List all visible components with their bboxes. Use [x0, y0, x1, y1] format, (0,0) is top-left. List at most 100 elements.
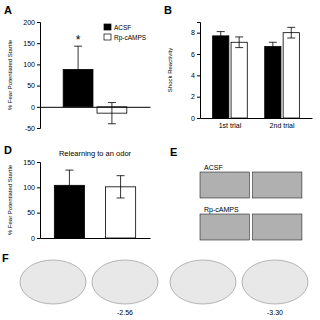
y-tick-label: 150: [23, 159, 35, 166]
error-bar: [108, 103, 116, 124]
y-axis-title: % Fear Potentiated Startle: [7, 39, 13, 110]
y-tick: 150: [23, 159, 40, 166]
y-tick-mark: [37, 22, 40, 23]
image-placeholder: [200, 214, 249, 240]
y-tick-mark: [197, 54, 200, 55]
y-tick-mark: [37, 86, 40, 87]
bar: [265, 47, 281, 118]
y-tick: 50: [27, 209, 40, 216]
annotation: *: [76, 33, 81, 47]
panel-label: D: [4, 144, 12, 156]
x-axis: [41, 107, 151, 108]
legend-item: ACSF: [104, 24, 131, 31]
y-tick-mark: [197, 118, 200, 119]
y-axis-line: [37, 23, 41, 129]
image-placeholder: [200, 172, 249, 198]
y-tick-label: 0: [31, 104, 35, 111]
y-tick-label: 100: [23, 184, 35, 191]
y-tick: 8: [191, 29, 200, 36]
y-tick-label: 200: [23, 19, 35, 26]
brain-section: [92, 260, 158, 304]
brain-section: [170, 260, 236, 304]
y-axis: 02468: [191, 23, 200, 122]
bar-chart: 0 50 100 150 % Fear Potentiated Startle Relea…: [4, 144, 151, 242]
y-tick-label: 150: [23, 40, 35, 47]
y-tick-mark: [37, 187, 40, 188]
y-tick-label: 50: [27, 82, 35, 89]
y-tick: -50: [25, 125, 40, 132]
y-tick-label: 100: [23, 61, 35, 68]
legend-swatch: [104, 34, 111, 40]
legend-label: ACSF: [114, 24, 131, 31]
y-tick: 0: [31, 235, 40, 242]
coordinate-label: -2.56: [117, 309, 133, 316]
panel-label: E: [170, 146, 177, 158]
y-tick-label: 8: [191, 29, 195, 36]
figure: -50050100150200% Fear Potentiated Startl…: [0, 0, 320, 320]
image-placeholder: [253, 214, 302, 240]
legend: ACSF Rp-cAMPS: [104, 24, 147, 42]
diagram-panel: F -2.56 -3.30: [2, 252, 308, 316]
x-tick-label: 2nd trial: [270, 122, 295, 129]
y-tick-mark: [37, 128, 40, 129]
bar: [213, 36, 229, 118]
y-tick: 150: [23, 40, 40, 47]
brain-section: [20, 260, 86, 304]
brain-section: [242, 260, 308, 304]
y-axis-title: % Fear Potentiated Startle: [7, 164, 13, 235]
y-tick: 4: [191, 72, 200, 79]
y-tick-mark: [37, 43, 40, 44]
plot-area: [63, 46, 127, 124]
coordinate-label: -3.30: [267, 309, 283, 316]
y-tick: 100: [23, 184, 40, 191]
image-label: Rp-cAMPS: [204, 206, 239, 214]
panel-label: F: [2, 252, 9, 264]
y-tick-mark: [37, 213, 40, 214]
y-tick: 50: [27, 82, 40, 89]
image-placeholder: [253, 172, 302, 198]
x-axis-line: [41, 107, 151, 108]
x-tick: 2nd trial: [270, 118, 295, 129]
chart-title: Relearning to an odor: [59, 149, 132, 158]
y-axis-line: [37, 163, 41, 239]
panel-label: B: [164, 4, 172, 16]
y-axis-line: [197, 23, 201, 119]
y-tick-mark: [197, 33, 200, 34]
x-axis: [41, 238, 151, 239]
y-tick-mark: [197, 75, 200, 76]
y-tick-mark: [37, 238, 40, 239]
legend-item: Rp-cAMPS: [104, 34, 147, 42]
y-tick-mark: [37, 107, 40, 108]
x-axis: 1st trial 2nd trial: [201, 118, 313, 129]
error-bar: [287, 27, 295, 38]
y-tick: 0: [191, 115, 200, 122]
legend-swatch: [104, 24, 111, 30]
y-axis: 0 50 100 150: [23, 159, 40, 242]
y-tick-label: 2: [191, 93, 195, 100]
y-tick-label: 4: [191, 72, 195, 79]
plot-area: [54, 170, 135, 238]
legend-label: Rp-cAMPS: [114, 34, 147, 42]
error-bar: [117, 176, 125, 198]
y-tick-mark: [37, 162, 40, 163]
error-bar: [65, 170, 73, 200]
bar: [283, 33, 299, 118]
y-axis-title: Shock Reactivity: [167, 48, 173, 92]
y-tick-label: 50: [27, 209, 35, 216]
image-label: ACSF: [204, 164, 223, 171]
plot-area: [213, 27, 300, 118]
y-tick-label: 0: [31, 235, 35, 242]
bar: [231, 42, 247, 118]
panel-label: A: [4, 4, 12, 16]
x-axis-line: [201, 118, 313, 119]
error-bar: [235, 37, 243, 48]
error-bar: [217, 32, 225, 41]
y-tick-mark: [37, 64, 40, 65]
y-tick-label: 0: [191, 115, 195, 122]
bar-chart: 024681st trial2nd trialShock ReactivityB: [164, 4, 313, 129]
x-axis-line: [41, 238, 151, 239]
x-tick: 1st trial: [219, 118, 242, 129]
y-tick: 200: [23, 19, 40, 26]
y-tick: 100: [23, 61, 40, 68]
y-tick-mark: [197, 97, 200, 98]
